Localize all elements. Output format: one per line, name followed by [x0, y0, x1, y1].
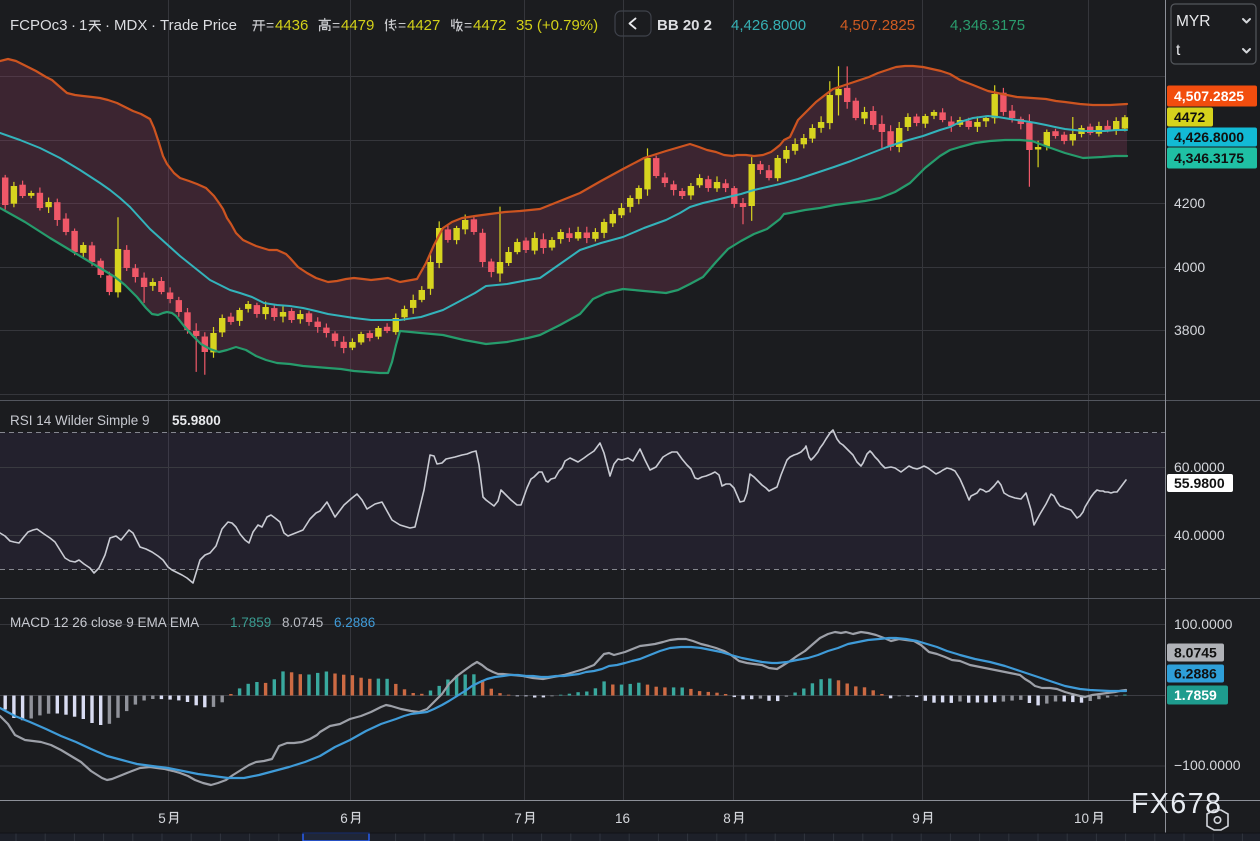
svg-text:4,426.8000: 4,426.8000 — [1174, 129, 1244, 145]
svg-text:·: · — [71, 17, 76, 34]
svg-text:8.0745: 8.0745 — [282, 615, 323, 630]
svg-text:=: = — [464, 17, 472, 33]
svg-text:Trade Price: Trade Price — [160, 17, 237, 34]
svg-text:4427: 4427 — [407, 17, 440, 34]
svg-text:6.2886: 6.2886 — [334, 615, 375, 630]
svg-text:100.0000: 100.0000 — [1174, 616, 1233, 632]
svg-text:10: 10 — [1074, 811, 1089, 826]
svg-text:·: · — [151, 17, 156, 34]
svg-text:35 (+0.79%): 35 (+0.79%) — [516, 17, 598, 34]
svg-text:4472: 4472 — [473, 17, 506, 34]
svg-text:4,426.8000: 4,426.8000 — [731, 17, 806, 34]
svg-text:1: 1 — [79, 17, 87, 34]
svg-text:8: 8 — [723, 811, 731, 826]
svg-text:4,346.3175: 4,346.3175 — [1174, 150, 1244, 166]
svg-text:=: = — [266, 17, 274, 33]
svg-text:55.9800: 55.9800 — [1174, 475, 1225, 491]
svg-text:4,346.3175: 4,346.3175 — [950, 17, 1025, 34]
svg-text:BB 20 2: BB 20 2 — [657, 17, 712, 34]
svg-text:4472: 4472 — [1174, 109, 1205, 125]
svg-text:MACD 12 26 close 9 EMA EMA: MACD 12 26 close 9 EMA EMA — [10, 615, 199, 630]
svg-text:5: 5 — [158, 811, 166, 826]
svg-text:RSI 14 Wilder Simple 9: RSI 14 Wilder Simple 9 — [10, 413, 150, 428]
svg-text:4,507.2825: 4,507.2825 — [1174, 88, 1244, 104]
svg-text:4436: 4436 — [275, 17, 308, 34]
svg-text:=: = — [332, 17, 340, 33]
svg-text:FX678: FX678 — [1131, 788, 1222, 820]
svg-text:16: 16 — [615, 811, 630, 826]
svg-text:3800: 3800 — [1174, 322, 1205, 338]
svg-text:8.0745: 8.0745 — [1174, 645, 1217, 661]
svg-text:6: 6 — [340, 811, 348, 826]
svg-text:1.7859: 1.7859 — [230, 615, 271, 630]
svg-text:9: 9 — [912, 811, 920, 826]
svg-text:6.2886: 6.2886 — [1174, 666, 1217, 682]
svg-text:·: · — [105, 17, 110, 34]
svg-text:60.0000: 60.0000 — [1174, 459, 1225, 475]
svg-text:FCPOc3: FCPOc3 — [10, 17, 68, 34]
svg-text:=: = — [398, 17, 406, 33]
svg-text:MYR: MYR — [1176, 13, 1210, 30]
svg-text:MDX: MDX — [114, 17, 147, 34]
svg-text:−100.0000: −100.0000 — [1174, 757, 1241, 773]
svg-text:7: 7 — [514, 811, 522, 826]
svg-text:4000: 4000 — [1174, 259, 1205, 275]
svg-text:4,507.2825: 4,507.2825 — [840, 17, 915, 34]
svg-text:40.0000: 40.0000 — [1174, 527, 1225, 543]
svg-text:t: t — [1176, 42, 1181, 59]
svg-text:4200: 4200 — [1174, 195, 1205, 211]
svg-text:4479: 4479 — [341, 17, 374, 34]
svg-text:1.7859: 1.7859 — [1174, 687, 1217, 703]
svg-text:55.9800: 55.9800 — [172, 413, 221, 428]
